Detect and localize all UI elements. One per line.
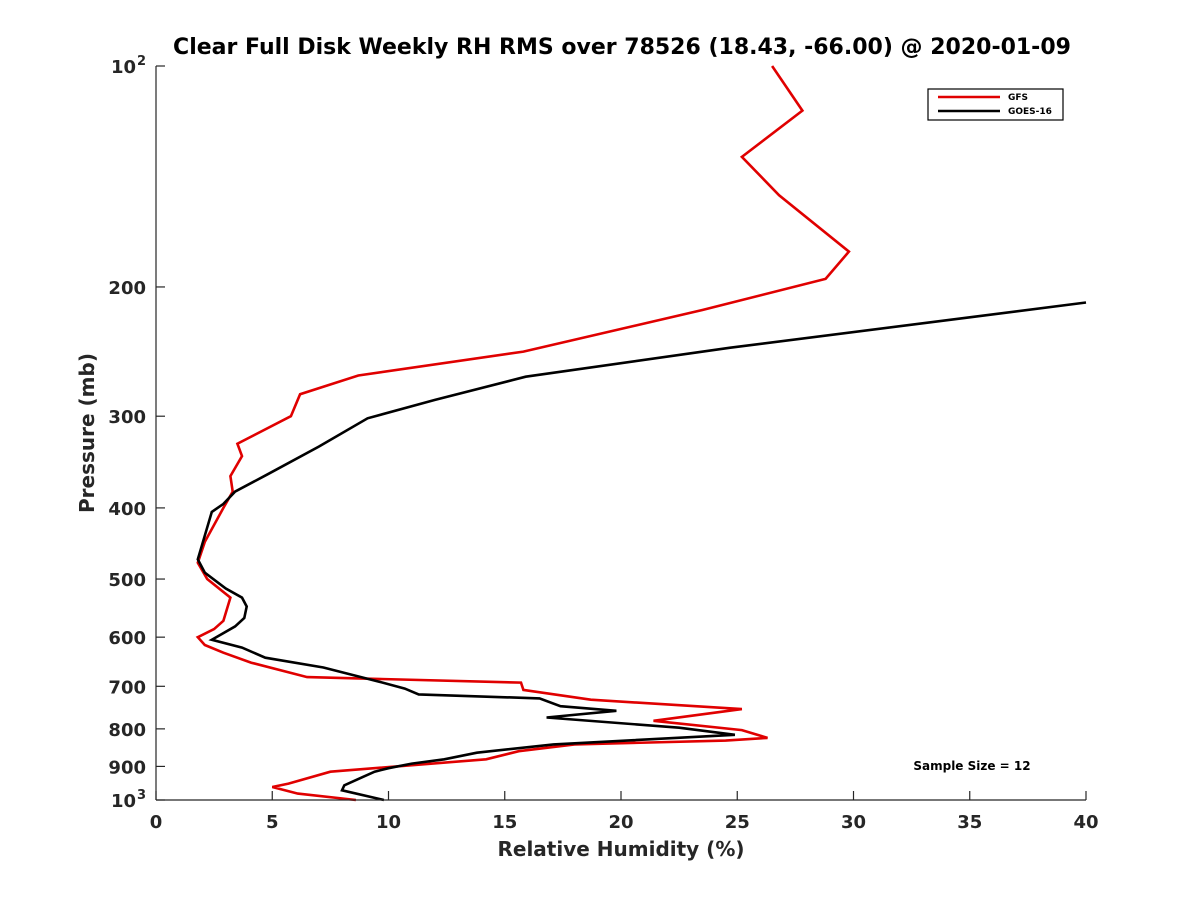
y-tick-base: 700 [108,677,146,698]
y-tick-exponent: 2 [137,54,146,69]
x-ticks: 0 5 10 15 20 25 30 35 40 [150,791,1099,833]
x-tick-label: 40 [1073,812,1098,833]
x-tick-label: 30 [841,812,866,833]
y-tick-label: 10 [111,791,136,812]
y-tick-base: 400 [108,499,146,520]
y-tick-label: 900 [108,757,146,778]
y-axis-label: Pressure (mb) [75,353,99,513]
y-tick-base: 10 [111,57,136,78]
y-tick-label: 700 [108,677,146,698]
y-tick-base: 900 [108,757,146,778]
y-tick-base: 500 [108,570,146,591]
x-tick-label: 35 [957,812,982,833]
y-tick-base: 300 [108,407,146,428]
y-tick-label: 600 [108,628,146,649]
y-tick-base: 800 [108,720,146,741]
x-tick-label: 25 [725,812,750,833]
x-tick-label: 10 [376,812,401,833]
x-tick-label: 20 [608,812,633,833]
chart-title: Clear Full Disk Weekly RH RMS over 78526… [173,35,1071,60]
y-tick-label: 300 [108,407,146,428]
legend-label-goes16: GOES-16 [1008,107,1052,117]
y-tick-label: 10 [111,57,136,78]
y-tick-base: 200 [108,278,146,299]
x-axis-label: Relative Humidity (%) [497,837,744,861]
x-tick-label: 15 [492,812,517,833]
y-tick-exponent: 3 [137,788,146,803]
legend: GFS GOES-16 [927,88,1064,121]
series-layer [195,65,1087,802]
y-tick-base: 10 [111,791,136,812]
sample-size-annotation: Sample Size = 12 [913,759,1030,773]
x-tick-label: 5 [266,812,279,833]
x-tick-label: 0 [150,812,163,833]
legend-label-gfs: GFS [1008,93,1028,103]
y-tick-base: 600 [108,628,146,649]
y-tick-label: 400 [108,499,146,520]
y-tick-label: 800 [108,720,146,741]
y-tick-label: 200 [108,278,146,299]
series-line-goes16 [196,301,1087,802]
y-tick-label: 500 [108,570,146,591]
legend-box [927,88,1064,121]
